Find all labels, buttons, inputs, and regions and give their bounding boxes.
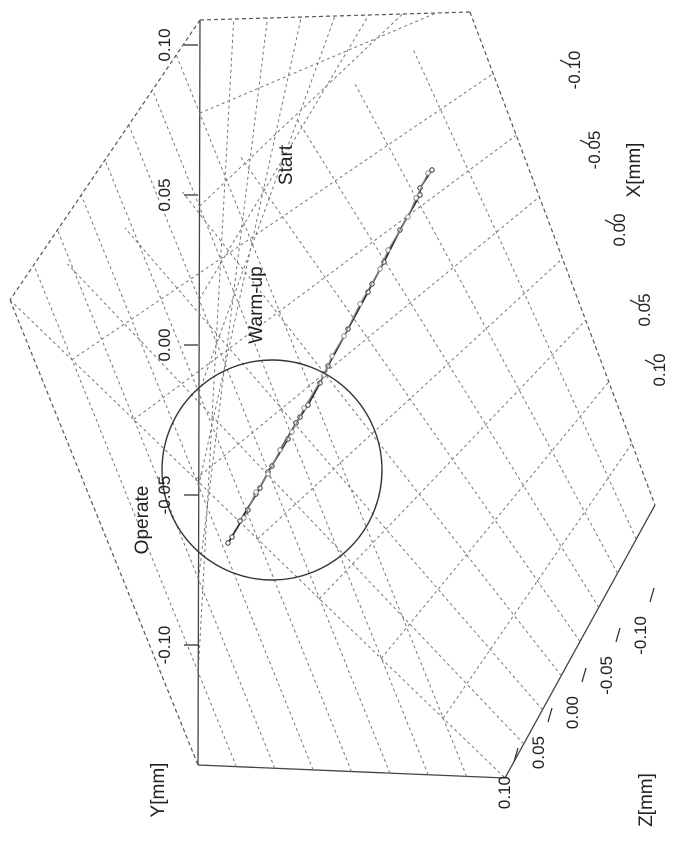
z-tick-mark bbox=[548, 708, 552, 722]
grid-line bbox=[200, 14, 403, 206]
x-tick-label: 0.00 bbox=[610, 213, 629, 246]
z-axis-title: Z[mm] bbox=[636, 773, 657, 827]
z-tick-mark bbox=[650, 588, 654, 602]
data-point bbox=[242, 516, 246, 520]
grid-line bbox=[72, 74, 493, 360]
x-axis-title: X[mm] bbox=[624, 143, 645, 198]
data-point bbox=[386, 248, 390, 252]
z-tick-mark bbox=[582, 668, 586, 682]
z-tick-label: -0.10 bbox=[631, 616, 650, 655]
data-point bbox=[278, 448, 282, 452]
data-point bbox=[230, 535, 234, 539]
annotation-warmup: Warm-up bbox=[246, 266, 267, 343]
left-lower-edge bbox=[10, 300, 198, 765]
annotation-operate: Operate bbox=[132, 486, 153, 555]
chart-series-layer bbox=[226, 168, 434, 545]
x-tick-label: 0.10 bbox=[650, 353, 669, 386]
y-tick-label: 0.10 bbox=[155, 28, 174, 61]
z-tick-label: 0.10 bbox=[495, 776, 514, 809]
data-point bbox=[430, 168, 434, 172]
data-point bbox=[266, 472, 270, 476]
data-point bbox=[414, 196, 418, 200]
y-tick-label: -0.10 bbox=[155, 626, 174, 665]
grid-line bbox=[129, 125, 390, 773]
x-tick-label: -0.10 bbox=[565, 51, 584, 90]
y-axis-title: Y[mm] bbox=[148, 763, 169, 818]
grid-line bbox=[183, 192, 562, 676]
annotation-start: Start bbox=[276, 144, 297, 185]
data-point bbox=[290, 430, 294, 434]
data-point bbox=[378, 267, 382, 271]
data-point bbox=[406, 215, 410, 219]
data-point bbox=[226, 541, 230, 545]
grid-line bbox=[81, 195, 313, 770]
z-tick-mark bbox=[616, 628, 620, 642]
data-point bbox=[426, 171, 430, 175]
operate-region-circle bbox=[162, 360, 382, 580]
z-tick-label: 0.00 bbox=[563, 696, 582, 729]
grid-line bbox=[381, 382, 609, 659]
grid-line bbox=[199, 16, 335, 393]
grid-line bbox=[105, 160, 352, 772]
data-point bbox=[302, 406, 306, 410]
grid-line bbox=[200, 13, 437, 113]
y-tick-label: 0.00 bbox=[155, 328, 174, 361]
series-line-1 bbox=[244, 173, 428, 518]
data-point bbox=[342, 334, 346, 338]
data-point bbox=[330, 354, 334, 358]
y-tick-label: -0.05 bbox=[155, 476, 174, 515]
grid-line bbox=[240, 156, 580, 642]
x-tick-label: 0.05 bbox=[635, 293, 654, 326]
operate-region-layer bbox=[162, 360, 382, 580]
x-tick-label: -0.05 bbox=[585, 131, 604, 170]
chart-grid bbox=[34, 13, 637, 776]
chart-box bbox=[10, 12, 655, 778]
z-tick-label: 0.05 bbox=[529, 736, 548, 769]
data-point bbox=[254, 490, 258, 494]
y-tick-label: 0.05 bbox=[155, 178, 174, 211]
top-back-edge bbox=[200, 12, 470, 20]
data-point bbox=[358, 302, 362, 306]
z-tick-label: -0.05 bbox=[597, 656, 616, 695]
grid-line bbox=[176, 55, 466, 776]
data-point bbox=[238, 519, 242, 523]
